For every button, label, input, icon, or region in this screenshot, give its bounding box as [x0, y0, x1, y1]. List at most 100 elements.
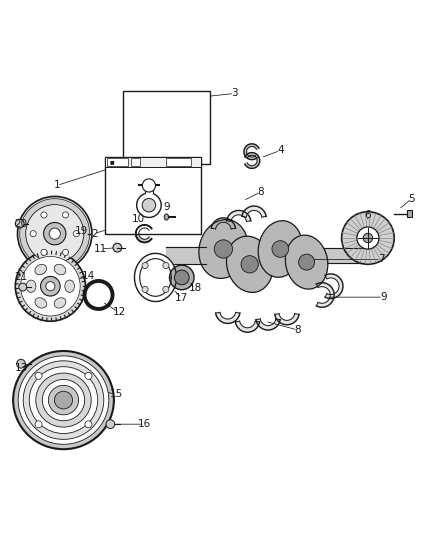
Circle shape — [163, 286, 169, 293]
Ellipse shape — [65, 280, 74, 292]
Text: 3: 3 — [231, 88, 238, 99]
Circle shape — [142, 198, 155, 212]
Text: 5: 5 — [408, 193, 415, 204]
Circle shape — [41, 277, 60, 296]
Ellipse shape — [54, 298, 66, 308]
Circle shape — [20, 199, 90, 269]
Polygon shape — [150, 205, 170, 231]
Polygon shape — [215, 312, 240, 324]
Circle shape — [85, 421, 92, 428]
Ellipse shape — [226, 236, 273, 293]
Circle shape — [30, 231, 36, 237]
Circle shape — [299, 254, 314, 270]
FancyBboxPatch shape — [166, 158, 191, 166]
Text: 19: 19 — [74, 227, 88, 237]
Ellipse shape — [23, 361, 104, 439]
Circle shape — [106, 420, 115, 429]
Polygon shape — [235, 321, 260, 332]
Circle shape — [35, 373, 42, 379]
Text: 14: 14 — [82, 271, 95, 281]
Circle shape — [19, 283, 27, 291]
FancyBboxPatch shape — [105, 157, 201, 233]
Circle shape — [357, 227, 379, 249]
Polygon shape — [316, 282, 334, 307]
Ellipse shape — [26, 280, 36, 292]
Ellipse shape — [42, 379, 85, 421]
Ellipse shape — [258, 221, 303, 277]
Ellipse shape — [164, 214, 169, 220]
Text: 21: 21 — [14, 272, 27, 282]
Ellipse shape — [13, 351, 114, 449]
Circle shape — [142, 286, 148, 293]
Circle shape — [241, 256, 258, 273]
Circle shape — [35, 421, 42, 428]
Ellipse shape — [199, 220, 248, 278]
Text: 8: 8 — [294, 325, 301, 335]
Ellipse shape — [35, 264, 46, 274]
Polygon shape — [226, 211, 251, 222]
FancyBboxPatch shape — [131, 158, 140, 166]
Polygon shape — [325, 274, 343, 298]
FancyBboxPatch shape — [407, 211, 412, 217]
Text: 7: 7 — [378, 254, 385, 264]
Circle shape — [214, 240, 233, 258]
Polygon shape — [136, 225, 152, 243]
Circle shape — [44, 222, 66, 245]
Polygon shape — [242, 206, 266, 217]
Circle shape — [49, 228, 60, 239]
Circle shape — [363, 233, 373, 243]
Text: 11: 11 — [94, 244, 107, 254]
Text: 12: 12 — [113, 308, 126, 318]
Circle shape — [15, 251, 85, 321]
Text: 17: 17 — [175, 293, 188, 303]
Ellipse shape — [29, 367, 98, 433]
Circle shape — [18, 197, 92, 271]
FancyBboxPatch shape — [123, 91, 210, 164]
Circle shape — [17, 359, 25, 368]
Circle shape — [170, 265, 194, 290]
Circle shape — [15, 219, 24, 228]
Circle shape — [73, 231, 79, 237]
Text: 18: 18 — [189, 282, 202, 293]
Polygon shape — [256, 319, 280, 330]
Ellipse shape — [36, 373, 91, 427]
Text: 20: 20 — [14, 219, 27, 229]
Circle shape — [41, 249, 47, 255]
Circle shape — [272, 241, 289, 257]
Polygon shape — [134, 253, 177, 302]
Circle shape — [137, 193, 161, 217]
Polygon shape — [275, 314, 299, 325]
Text: 8: 8 — [257, 187, 264, 197]
Circle shape — [63, 212, 69, 218]
Circle shape — [113, 243, 122, 252]
Ellipse shape — [48, 385, 78, 415]
Text: ■: ■ — [110, 159, 114, 164]
Text: 13: 13 — [15, 363, 28, 373]
Text: 1: 1 — [53, 181, 60, 190]
Circle shape — [41, 212, 47, 218]
Circle shape — [142, 262, 148, 269]
Text: 9: 9 — [163, 203, 170, 212]
Text: 2: 2 — [91, 229, 98, 239]
Circle shape — [142, 179, 155, 192]
Ellipse shape — [18, 356, 109, 445]
Circle shape — [342, 212, 394, 264]
Circle shape — [163, 262, 169, 269]
Ellipse shape — [54, 391, 73, 409]
Circle shape — [46, 281, 55, 291]
Text: 6: 6 — [364, 210, 371, 220]
FancyBboxPatch shape — [105, 157, 201, 167]
Text: 10: 10 — [131, 214, 145, 224]
Ellipse shape — [35, 298, 46, 308]
Text: 4: 4 — [277, 146, 284, 156]
FancyBboxPatch shape — [107, 158, 128, 166]
Ellipse shape — [54, 264, 66, 274]
Circle shape — [63, 249, 69, 255]
Circle shape — [21, 256, 80, 316]
Circle shape — [26, 205, 84, 263]
Text: 15: 15 — [110, 390, 123, 399]
Polygon shape — [244, 144, 259, 159]
Text: 16: 16 — [138, 419, 151, 429]
Polygon shape — [211, 218, 236, 229]
Polygon shape — [245, 152, 260, 168]
